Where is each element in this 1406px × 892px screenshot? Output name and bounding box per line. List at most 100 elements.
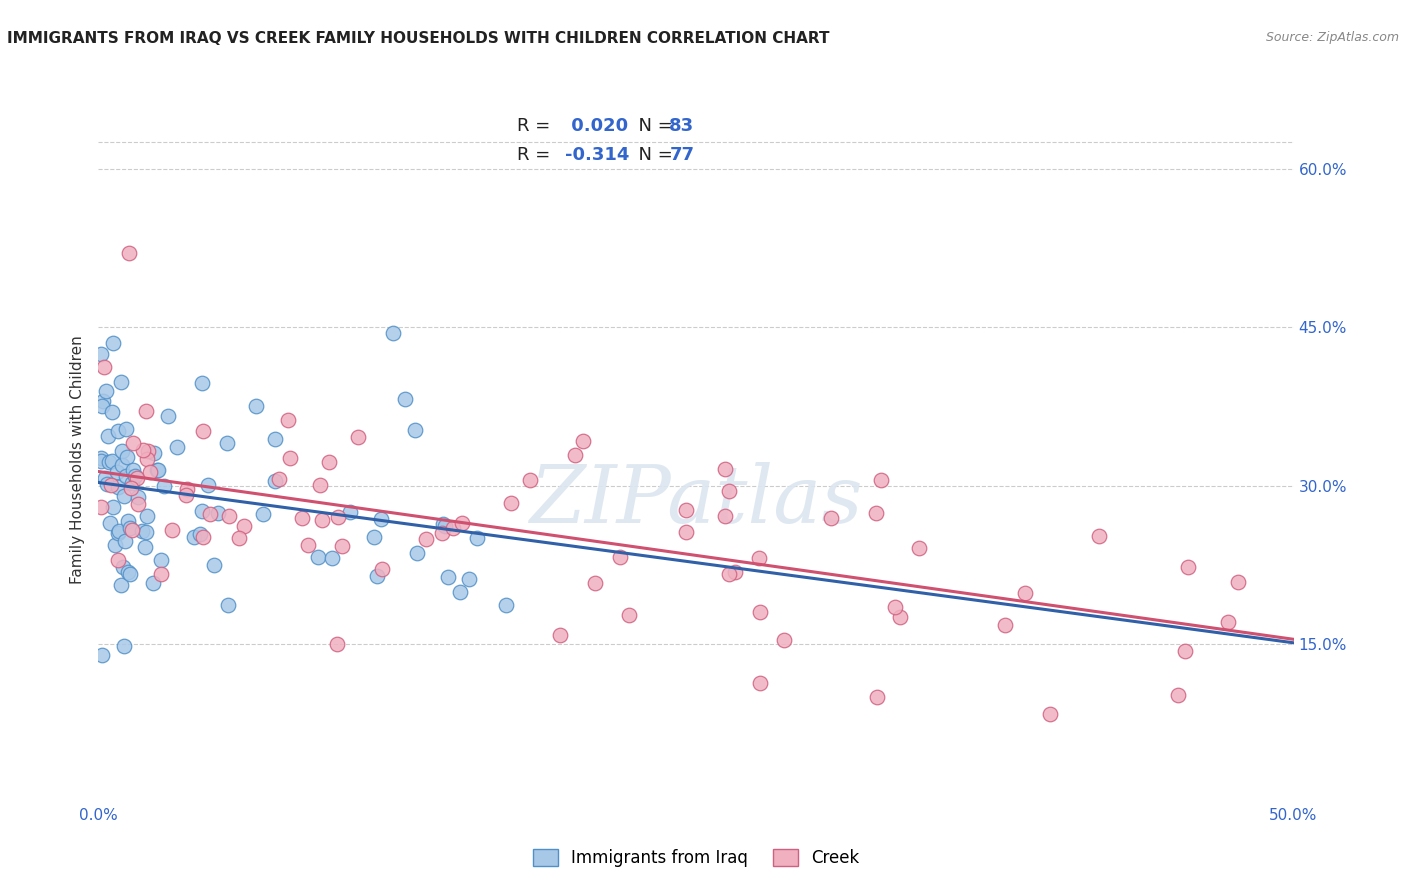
Point	[1014, 586, 1036, 600]
Point	[291, 511, 314, 525]
Point	[436, 570, 458, 584]
Point	[371, 562, 394, 576]
Point	[307, 549, 329, 564]
Point	[138, 443, 160, 458]
Point	[415, 532, 437, 546]
Point	[112, 640, 135, 654]
Point	[495, 598, 517, 612]
Point	[121, 524, 143, 538]
Point	[117, 450, 139, 464]
Text: 83: 83	[669, 117, 695, 135]
Point	[394, 392, 416, 407]
Point	[132, 443, 155, 458]
Point	[228, 531, 250, 545]
Point	[105, 465, 128, 479]
Point	[114, 533, 136, 548]
Point	[101, 454, 124, 468]
Point	[100, 477, 122, 491]
Point	[267, 472, 290, 486]
Text: N =: N =	[627, 146, 679, 164]
Point	[245, 399, 267, 413]
Point	[197, 478, 219, 492]
Point	[318, 455, 340, 469]
Point	[166, 440, 188, 454]
Point	[465, 531, 488, 545]
Point	[432, 516, 454, 531]
Point	[121, 435, 143, 450]
Point	[346, 430, 368, 444]
Point	[135, 404, 157, 418]
Point	[183, 530, 205, 544]
Point	[121, 463, 143, 477]
Point	[277, 413, 299, 427]
Point	[98, 516, 121, 530]
Point	[717, 566, 740, 581]
Point	[404, 423, 426, 437]
Point	[93, 359, 115, 374]
Point	[150, 552, 173, 566]
Point	[548, 628, 571, 642]
Point	[111, 443, 134, 458]
Point	[330, 539, 353, 553]
Point	[120, 521, 142, 535]
Point	[252, 507, 274, 521]
Point	[108, 524, 131, 538]
Point	[127, 497, 149, 511]
Point	[107, 425, 129, 439]
Point	[311, 513, 333, 527]
Point	[193, 530, 215, 544]
Point	[207, 506, 229, 520]
Point	[139, 465, 162, 479]
Point	[104, 538, 127, 552]
Point	[101, 405, 124, 419]
Point	[724, 565, 747, 579]
Point	[363, 530, 385, 544]
Text: -0.314: -0.314	[565, 146, 630, 164]
Text: R =: R =	[517, 117, 557, 135]
Point	[93, 471, 115, 485]
Text: R =: R =	[517, 146, 557, 164]
Point	[278, 451, 301, 466]
Point	[1087, 529, 1109, 543]
Point	[717, 484, 740, 499]
Point	[107, 552, 129, 566]
Point	[131, 524, 153, 539]
Point	[202, 558, 225, 572]
Point	[193, 424, 215, 438]
Point	[121, 475, 143, 490]
Point	[609, 550, 631, 565]
Point	[519, 473, 541, 487]
Point	[889, 610, 911, 624]
Point	[883, 599, 905, 614]
Text: N =: N =	[627, 117, 679, 135]
Point	[1218, 615, 1240, 629]
Point	[382, 326, 405, 340]
Point	[145, 463, 167, 477]
Point	[1174, 644, 1197, 658]
Point	[458, 572, 481, 586]
Point	[1177, 560, 1199, 574]
Point	[107, 526, 129, 541]
Point	[218, 599, 240, 613]
Text: ZIPatlas: ZIPatlas	[529, 462, 863, 540]
Point	[994, 617, 1017, 632]
Point	[870, 473, 893, 487]
Point	[174, 487, 197, 501]
Text: 0.020: 0.020	[565, 117, 628, 135]
Point	[101, 336, 124, 351]
Point	[107, 480, 129, 494]
Point	[127, 491, 149, 505]
Point	[217, 435, 239, 450]
Point	[297, 538, 319, 552]
Point	[142, 446, 165, 460]
Legend: Immigrants from Iraq, Creek: Immigrants from Iraq, Creek	[526, 842, 866, 873]
Point	[117, 514, 139, 528]
Point	[748, 550, 770, 565]
Text: IMMIGRANTS FROM IRAQ VS CREEK FAMILY HOUSEHOLDS WITH CHILDREN CORRELATION CHART: IMMIGRANTS FROM IRAQ VS CREEK FAMILY HOU…	[7, 31, 830, 46]
Text: 77: 77	[669, 146, 695, 164]
Point	[97, 455, 120, 469]
Point	[157, 409, 180, 424]
Point	[675, 525, 697, 540]
Point	[90, 500, 112, 514]
Point	[118, 246, 141, 260]
